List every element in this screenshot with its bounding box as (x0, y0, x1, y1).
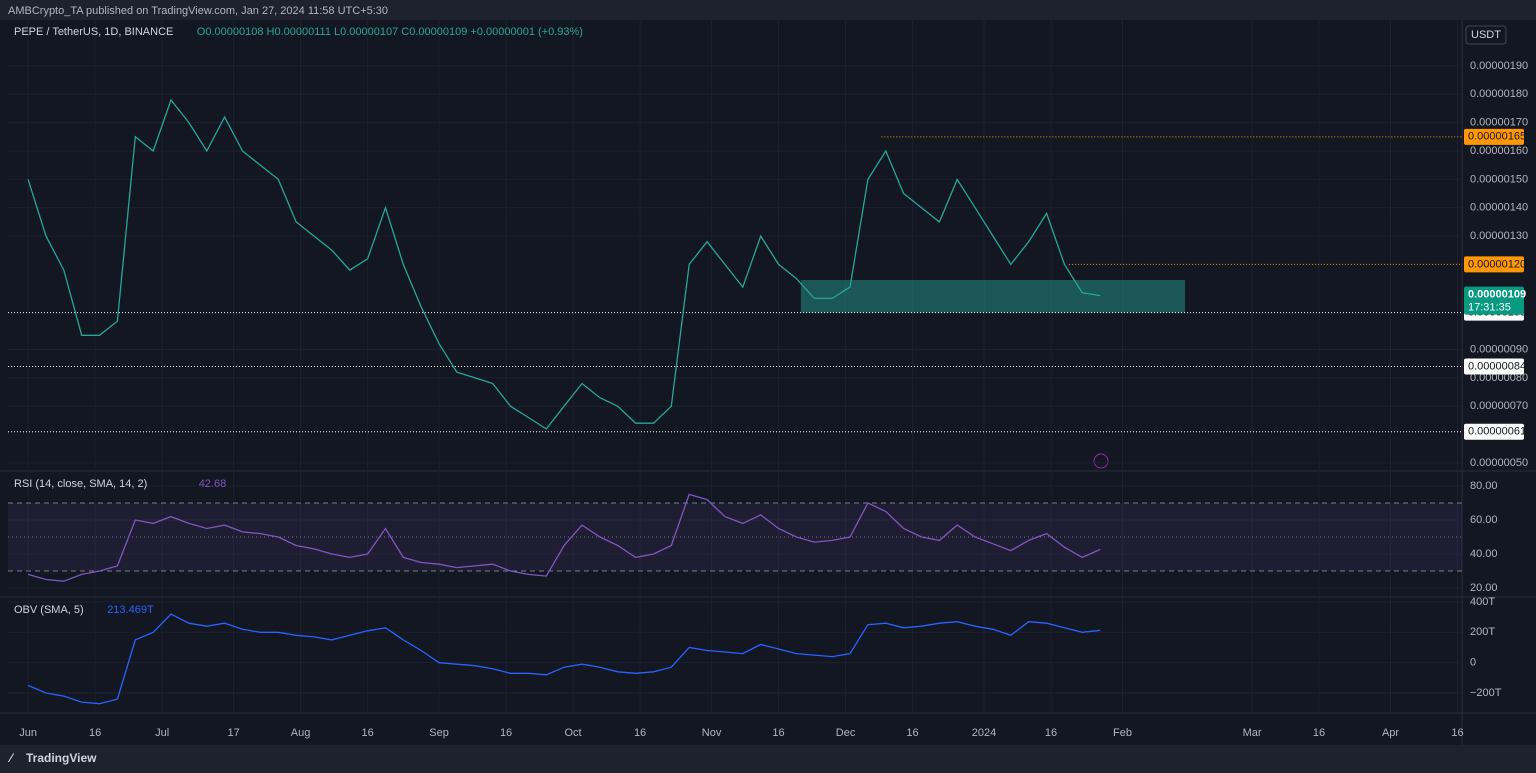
x-tick-label: Sep (429, 727, 449, 739)
y-tick-label: 0.00000190 (1470, 60, 1528, 72)
x-tick-label: Feb (1113, 727, 1132, 739)
x-tick-label: 16 (361, 727, 373, 739)
y-tick-label: 0.00000160 (1470, 145, 1528, 157)
x-tick-label: 16 (89, 727, 101, 739)
legend-name: RSI (14, close, SMA, 14, 2) (14, 478, 147, 490)
y-tick-label: 60.00 (1470, 514, 1498, 526)
y-tick-label: 0.00000080 (1470, 372, 1528, 384)
legend-value: 42.68 (199, 478, 227, 490)
x-tick-label: 17 (227, 727, 239, 739)
y-tick-label: 0 (1470, 657, 1476, 669)
x-tick-label: Jun (19, 727, 37, 739)
x-tick-label: 16 (906, 727, 918, 739)
level-label: 0.00000061 (1468, 426, 1526, 438)
legend-value: 213.469T (107, 604, 154, 616)
legend-name: OBV (SMA, 5) (14, 604, 84, 616)
level-badge (1464, 423, 1524, 440)
y-tick-label: 0.00000070 (1470, 400, 1528, 412)
currency-button[interactable] (1465, 25, 1507, 45)
legend-name: PEPE / TetherUS, 1D, BINANCE (14, 26, 173, 38)
top-bar (0, 0, 1536, 20)
x-tick-label: Dec (836, 727, 856, 739)
level-label: 0.00000165 (1468, 131, 1526, 143)
y-tick-label: 40.00 (1470, 548, 1498, 560)
x-tick-label: 16 (634, 727, 646, 739)
y-tick-label: 20.00 (1470, 582, 1498, 594)
price-label: 0.00000109 (1468, 289, 1526, 301)
y-tick-label: 0.00000170 (1470, 117, 1528, 129)
x-tick-label: 16 (1451, 727, 1463, 739)
price-badge (1464, 286, 1524, 315)
y-tick-label: 0.00000180 (1470, 88, 1528, 100)
y-tick-label: 0.00000130 (1470, 230, 1528, 242)
y-tick-label: 0.00000090 (1470, 343, 1528, 355)
y-tick-label: 400T (1470, 596, 1495, 608)
y-tick-label: 0.00000150 (1470, 173, 1528, 185)
level-badge (1464, 358, 1524, 375)
currency: USDT (1471, 29, 1501, 41)
x-tick-label: 16 (1313, 727, 1325, 739)
x-tick-label: 16 (500, 727, 512, 739)
x-tick-label: 2024 (972, 727, 996, 739)
event-icon[interactable] (1093, 453, 1109, 469)
support-zone (800, 280, 1186, 313)
y-tick-label: −200T (1470, 687, 1502, 699)
countdown: 17:31:35 (1468, 302, 1511, 314)
series-line (27, 493, 1101, 582)
x-tick-label: 16 (772, 727, 784, 739)
x-tick-label: Jul (155, 727, 169, 739)
y-tick-label: 80.00 (1470, 480, 1498, 492)
series-line (27, 613, 1101, 705)
x-tick-label: Oct (565, 727, 582, 739)
x-tick-label: Nov (702, 727, 722, 739)
y-tick-label: 200T (1470, 626, 1495, 638)
y-tick-label: 0.00000140 (1470, 202, 1528, 214)
level-badge (1464, 256, 1524, 273)
level-label: 0.00000084 (1468, 360, 1526, 372)
footer-brand: TradingView (26, 751, 97, 765)
rsi-band (8, 502, 1462, 571)
series-line (27, 98, 1101, 430)
y-tick-label: 0.00000050 (1470, 457, 1528, 469)
x-tick-label: Mar (1243, 727, 1262, 739)
x-tick-label: Aug (291, 727, 311, 739)
x-tick-label: 16 (1045, 727, 1057, 739)
logo: ⁄ (7, 751, 15, 765)
ohlc: O0.00000108 H0.00000111 L0.00000107 C0.0… (197, 26, 583, 38)
footer (0, 745, 1536, 773)
publisher: AMBCrypto_TA published on TradingView.co… (8, 5, 388, 17)
level-label: 0.00000120 (1468, 258, 1526, 270)
level-badge (1464, 128, 1524, 145)
x-tick-label: Apr (1382, 727, 1399, 739)
